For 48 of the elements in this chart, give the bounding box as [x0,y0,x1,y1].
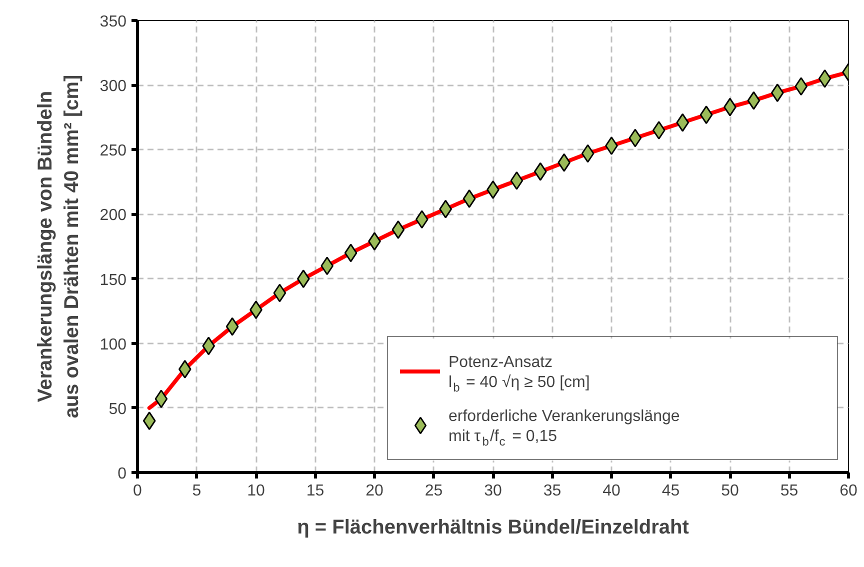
point [320,256,334,276]
y-axis-title: Verankerungslänge von Bündeln aus ovalen Drähten mit 40 mm² [cm] [34,74,83,418]
x-tick-label: 15 [306,482,324,500]
point [296,270,310,288]
y-tick-label: 50 [108,400,127,418]
point [534,162,547,181]
point [747,91,760,110]
y-tick-label: 150 [100,272,127,289]
point [142,412,156,430]
x-tick-label: 5 [192,482,202,500]
x-tick-label: 35 [543,482,562,500]
point [154,390,168,408]
y-tick-label: 100 [100,336,127,354]
point [462,189,476,208]
x-tick-label: 10 [247,482,265,500]
point [273,284,286,302]
point [202,336,216,356]
y-tick-label: 300 [100,78,127,96]
point [226,317,239,336]
point [558,153,571,172]
y-tick-label: 200 [100,207,127,224]
x-tick-label: 55 [780,482,798,500]
y-tick-label: 0 [118,466,127,482]
point [700,106,713,124]
x-tick-label: 30 [484,482,502,500]
x-tick-label: 25 [424,482,443,500]
point [415,210,428,229]
point [581,144,594,163]
x-tick-label: 60 [840,482,858,500]
point [392,220,405,239]
point [439,200,452,218]
point [676,113,690,132]
point [344,244,358,262]
point [510,171,524,190]
y-tick-label: 350 [100,14,127,30]
x-tick-label: 40 [602,482,620,500]
point [770,84,784,102]
x-tick-label: 45 [662,482,680,500]
point [818,69,832,88]
x-tick-label: 0 [133,482,142,500]
point [794,77,808,96]
point [652,121,666,140]
x-tick-label: 20 [366,482,384,500]
x-axis-title: η = Flächenverhältnis Bündel/Einzeldraht [297,516,690,538]
point [178,360,192,378]
x-tick-label: 50 [721,482,739,500]
y-tick-label: 250 [100,142,127,160]
point [628,128,642,148]
